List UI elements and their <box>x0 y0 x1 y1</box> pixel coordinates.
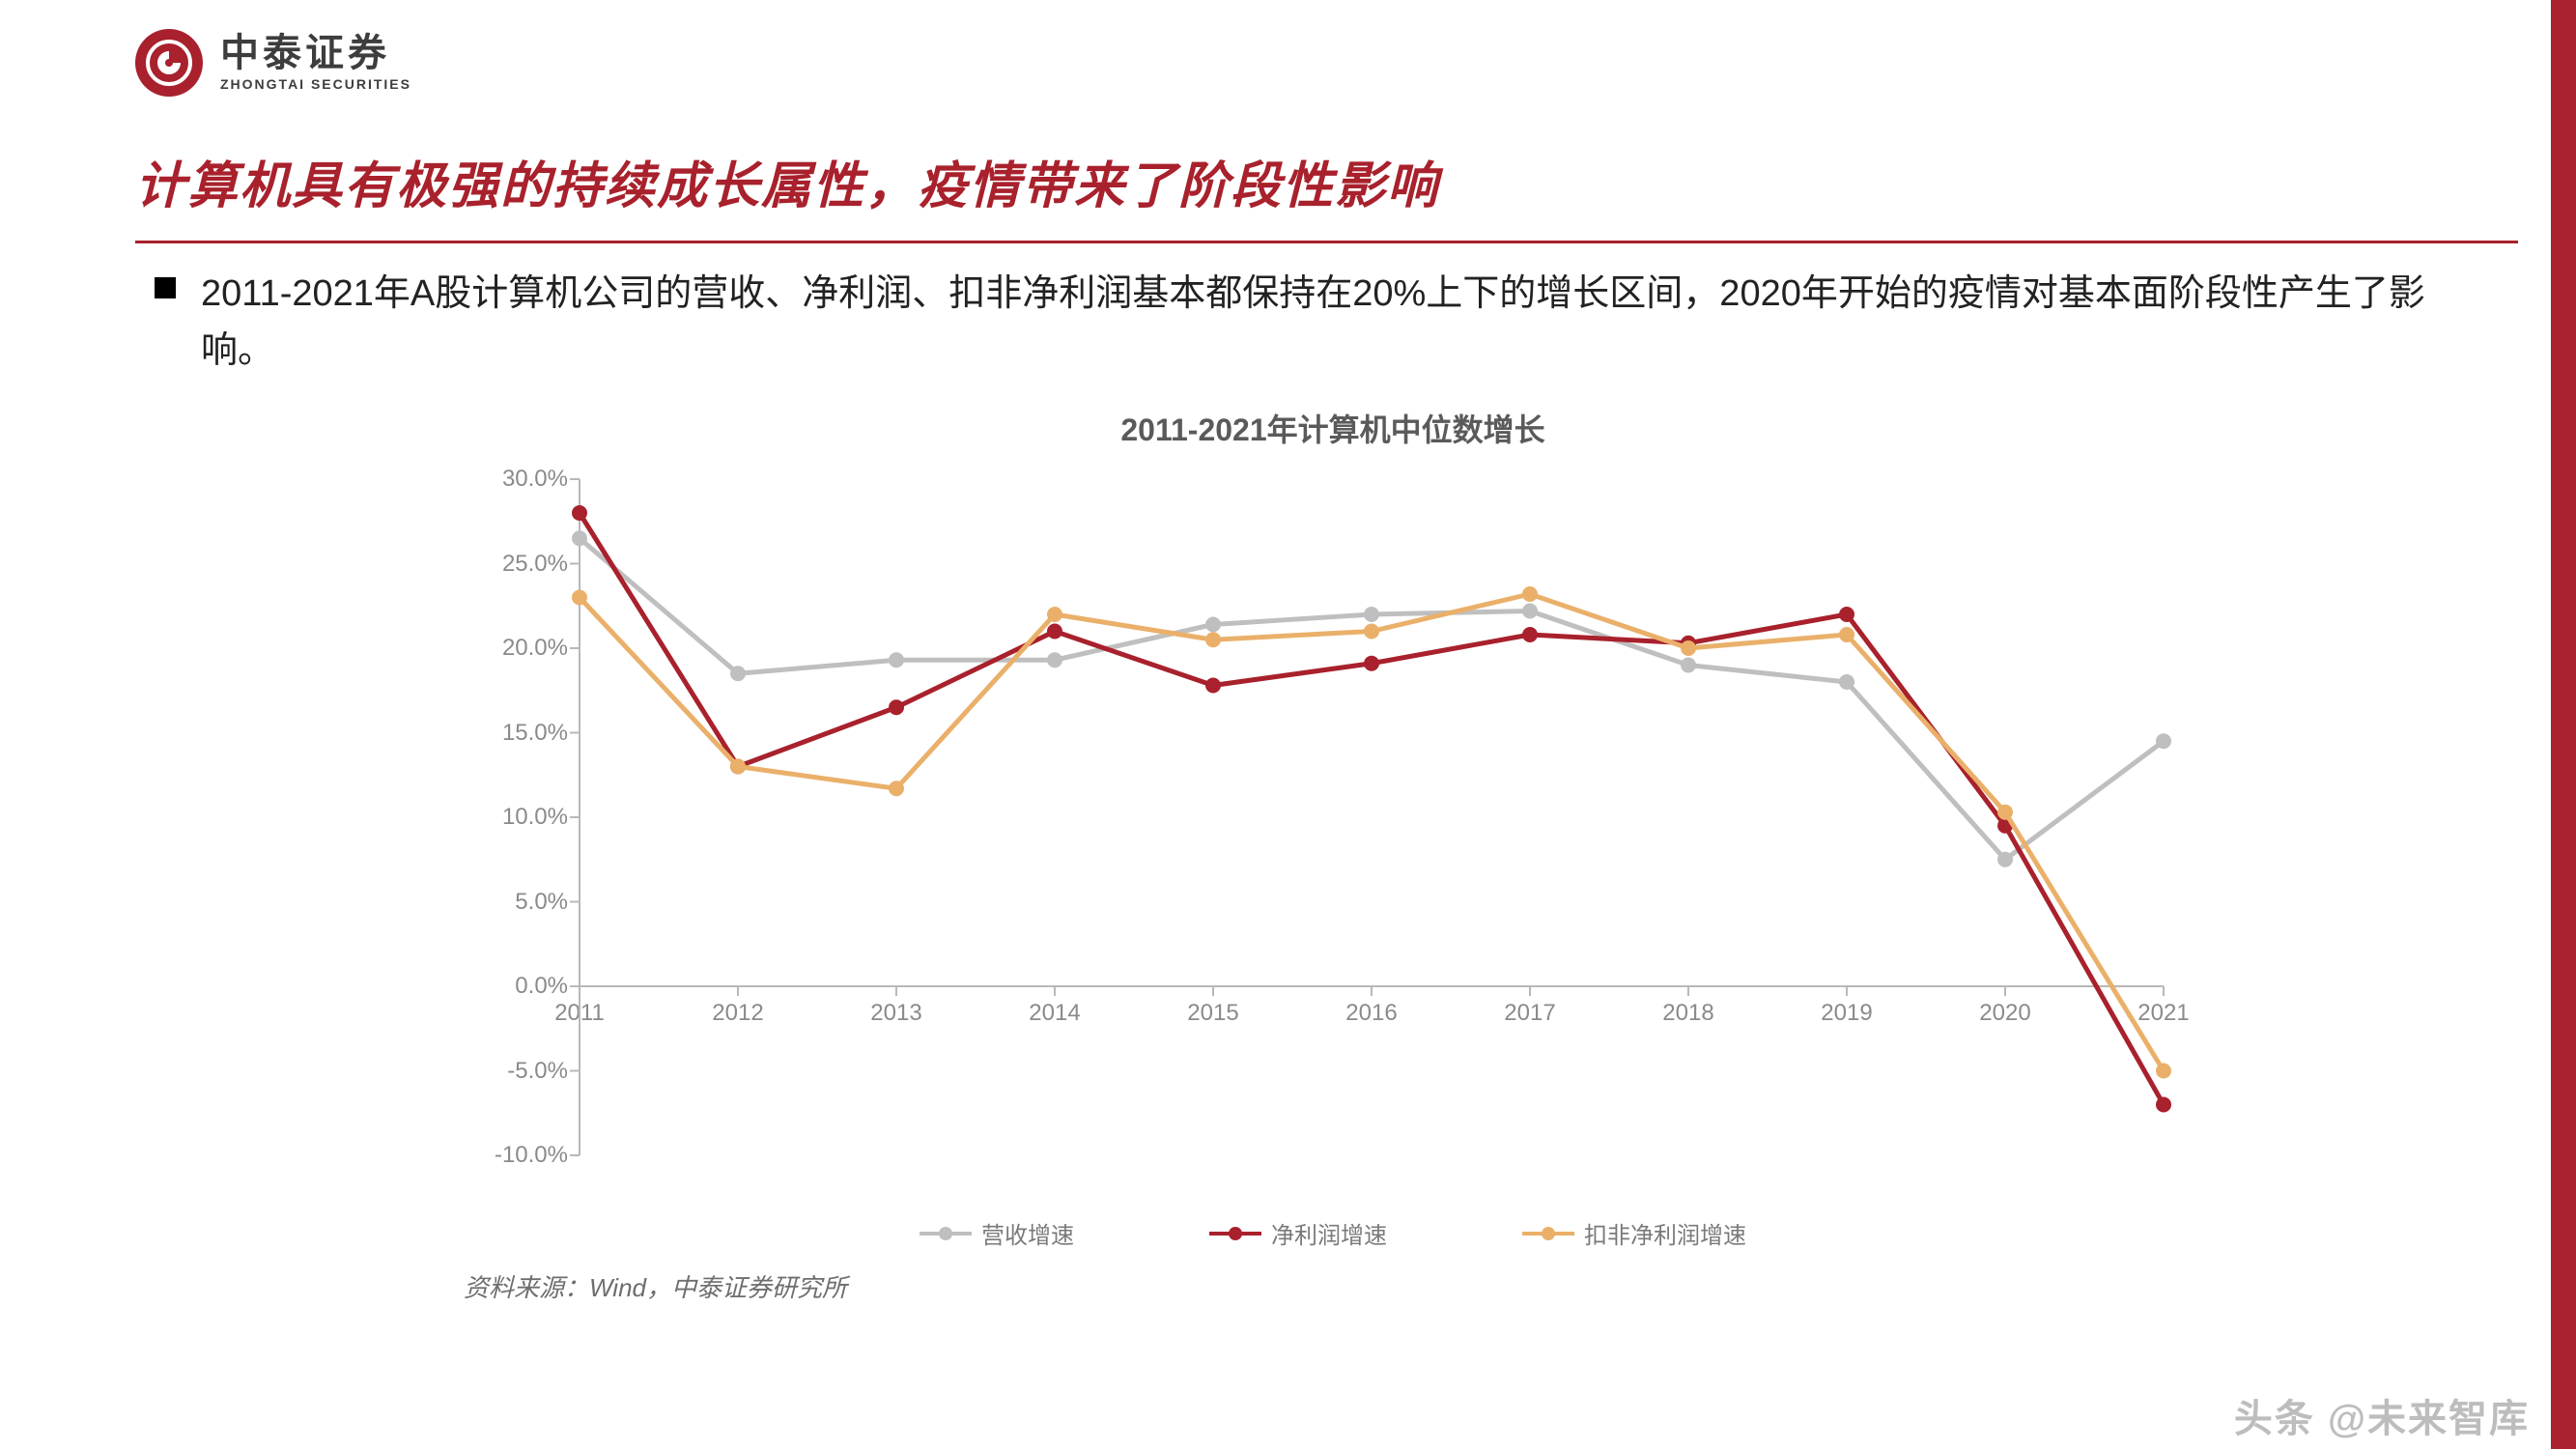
series-marker <box>1839 607 1854 622</box>
legend-item: 扣非净利润增速 <box>1522 1216 1746 1250</box>
bullet-text: 2011-2021年A股计算机公司的营收、净利润、扣非净利润基本都保持在20%上… <box>201 266 2489 380</box>
legend-label: 扣非净利润增速 <box>1584 1216 1746 1250</box>
chart-svg <box>464 460 2202 1213</box>
title-block: 计算机具有极强的持续成长属性，疫情带来了阶段性影响 <box>135 145 2518 243</box>
accent-sidebar <box>2551 0 2576 1449</box>
series-line <box>580 538 2164 860</box>
chart-source: 资料来源：Wind，中泰证券研究所 <box>464 1268 847 1304</box>
legend-label: 净利润增速 <box>1271 1216 1387 1250</box>
series-marker <box>1839 627 1854 642</box>
series-marker <box>889 699 904 715</box>
series-marker <box>1681 640 1696 656</box>
series-marker <box>1047 624 1062 639</box>
brand: 中泰证券 ZHONGTAI SECURITIES <box>135 29 411 97</box>
series-marker <box>1364 607 1379 622</box>
series-marker <box>1205 632 1221 647</box>
series-marker <box>2156 733 2171 749</box>
chart-plot: -10.0%-5.0%0.0%5.0%10.0%15.0%20.0%25.0%3… <box>464 460 2202 1213</box>
series-marker <box>889 781 904 796</box>
series-marker <box>1681 658 1696 673</box>
series-marker <box>1364 624 1379 639</box>
series-marker <box>1839 674 1854 690</box>
series-marker <box>1997 852 2013 867</box>
page-title: 计算机具有极强的持续成长属性，疫情带来了阶段性影响 <box>135 145 2518 241</box>
series-marker <box>730 666 746 681</box>
title-underline <box>135 241 2518 243</box>
series-marker <box>2156 1064 2171 1079</box>
series-marker <box>1047 607 1062 622</box>
series-marker <box>1205 617 1221 633</box>
series-marker <box>572 530 587 546</box>
brand-name-zh: 中泰证券 <box>220 34 411 72</box>
series-marker <box>1997 805 2013 820</box>
logo-glyph-icon <box>146 40 192 86</box>
bullet-row: 2011-2021年A股计算机公司的营收、净利润、扣非净利润基本都保持在20%上… <box>155 266 2489 380</box>
legend-swatch-icon <box>920 1232 972 1236</box>
series-marker <box>730 759 746 775</box>
chart-title: 2011-2021年计算机中位数增长 <box>464 406 2202 450</box>
legend-item: 净利润增速 <box>1209 1216 1387 1250</box>
series-marker <box>1522 627 1538 642</box>
legend-swatch-icon <box>1209 1232 1261 1236</box>
brand-name-en: ZHONGTAI SECURITIES <box>220 76 411 92</box>
chart-legend: 营收增速 净利润增速 扣非净利润增速 <box>464 1216 2202 1250</box>
bullet-square-icon <box>155 277 176 298</box>
legend-swatch-icon <box>1522 1232 1574 1236</box>
brand-text: 中泰证券 ZHONGTAI SECURITIES <box>220 34 411 92</box>
series-marker <box>1205 678 1221 694</box>
series-marker <box>889 652 904 668</box>
series-marker <box>1047 652 1062 668</box>
watermark: 头条 @未来智库 <box>2234 1387 2530 1443</box>
legend-label: 营收增速 <box>981 1216 1074 1250</box>
legend-item: 营收增速 <box>920 1216 1074 1250</box>
series-line <box>580 513 2164 1105</box>
series-marker <box>572 590 587 606</box>
series-marker <box>2156 1097 2171 1113</box>
series-marker <box>1522 586 1538 602</box>
series-marker <box>572 505 587 521</box>
brand-logo-icon <box>135 29 203 97</box>
chart-container: 2011-2021年计算机中位数增长 -10.0%-5.0%0.0%5.0%10… <box>464 406 2202 1304</box>
series-marker <box>1522 604 1538 619</box>
series-marker <box>1364 656 1379 671</box>
